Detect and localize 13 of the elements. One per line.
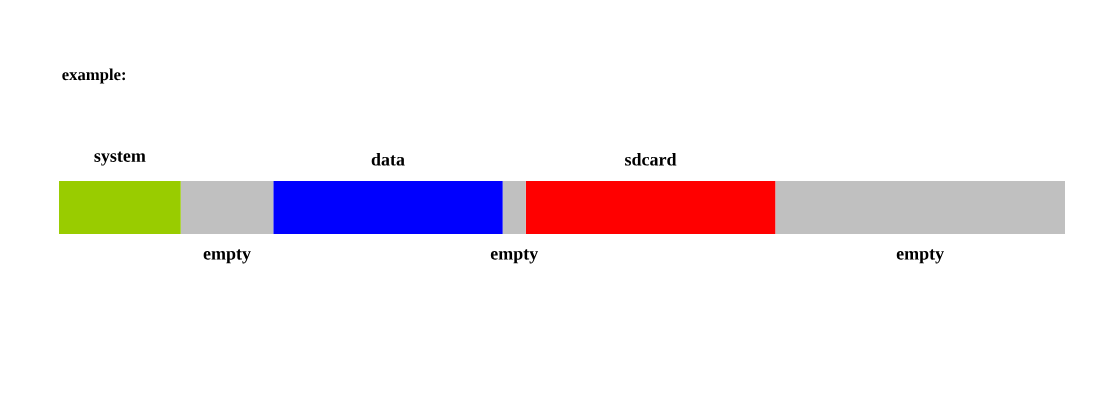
chart-title: example: — [62, 68, 126, 84]
series-label: empty — [490, 249, 539, 264]
series-label: system — [94, 151, 146, 166]
bar — [525, 180, 776, 234]
bar — [502, 180, 526, 234]
series-label: sdcard — [625, 152, 677, 166]
bar — [273, 180, 503, 234]
series-label: empty — [203, 249, 251, 264]
series-label: data — [371, 152, 405, 166]
bar — [59, 180, 181, 234]
bar — [180, 180, 274, 234]
series-label: empty — [896, 249, 944, 264]
bar — [775, 180, 1065, 234]
